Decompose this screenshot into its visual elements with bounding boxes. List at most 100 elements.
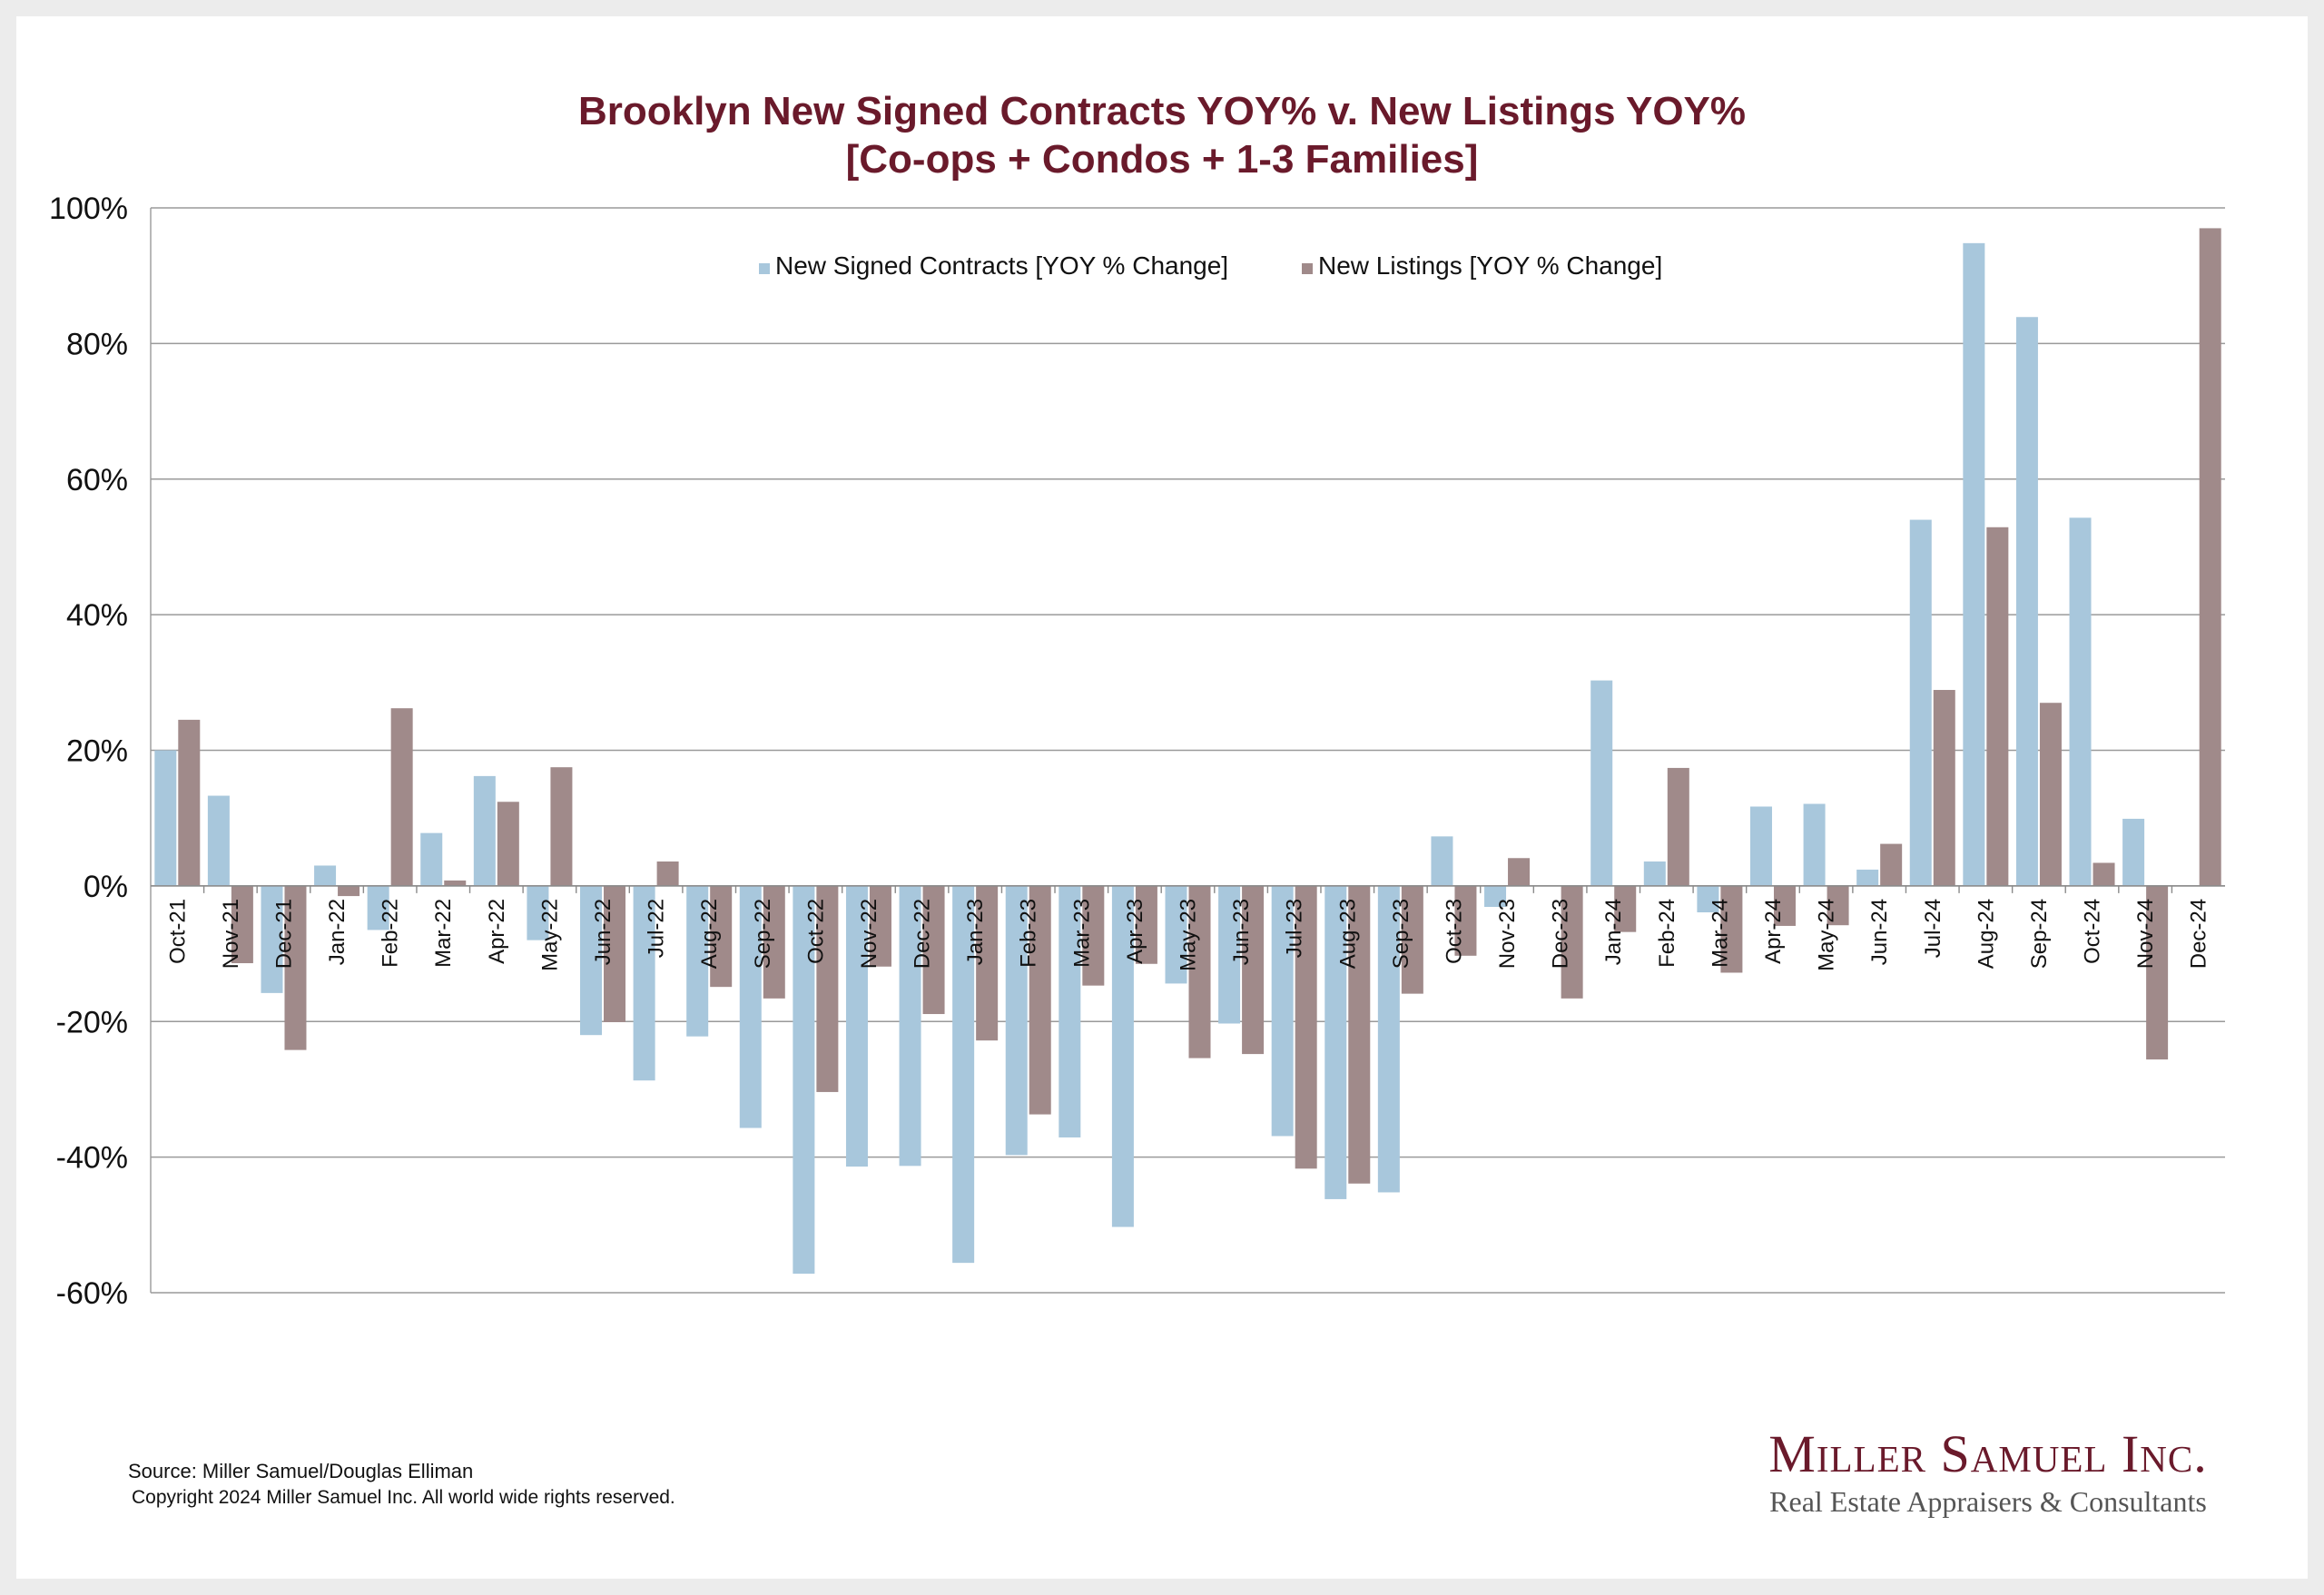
x-tick-label: Jul-23 [1283,899,1307,958]
contracts-bar [1697,885,1719,913]
contracts-bar [473,775,496,886]
x-tick-label: Mar-23 [1069,899,1094,968]
chart-title: Brooklyn New Signed Contracts YOY% v. Ne… [0,87,2324,183]
x-tick-label: Nov-23 [1495,899,1520,969]
y-tick-label: -40% [56,1141,128,1176]
contracts-bar [1803,803,1826,886]
chart-title-line-1: Brooklyn New Signed Contracts YOY% v. Ne… [577,89,1747,133]
listings-bar [178,719,201,886]
listings-bar [1986,527,2009,886]
copyright-note: Copyright 2024 Miller Samuel Inc. All wo… [132,1487,675,1508]
y-tick-label: 40% [66,598,128,633]
x-tick-label: Feb-23 [1017,899,1041,968]
listings-bar [1508,858,1531,886]
x-tick-label: Oct-21 [165,899,190,964]
listings-bar [1082,885,1105,986]
contracts-bar [1590,680,1613,886]
listings-bar [1454,885,1477,956]
x-tick-label: Oct-22 [803,899,828,964]
contracts-bar [367,885,389,930]
x-tick-label: Aug-24 [1974,899,1998,969]
x-tick-label: Jan-23 [963,899,988,965]
source-note: Source: Miller Samuel/Douglas Elliman [128,1460,474,1482]
listings-bar [869,885,891,967]
x-tick-label: Nov-22 [857,899,881,969]
contracts-bar [633,885,655,1081]
contracts-bar [1111,885,1134,1227]
x-tick-label: Oct-24 [2081,899,2105,964]
contracts-bar [1324,885,1347,1199]
listings-bar [1029,885,1051,1115]
y-tick-label: 100% [49,192,128,226]
contracts-bar [1165,885,1187,984]
y-tick-label: -20% [56,1005,128,1039]
x-tick-label: Sep-24 [2027,899,2052,969]
listings-bar [1348,885,1371,1184]
listings-bar [1720,885,1743,973]
legend-label-contracts: New Signed Contracts [YOY % Change] [775,251,1228,280]
contracts-bar [2015,317,2038,886]
listings-bar [1401,885,1423,994]
x-tick-label: Apr-23 [1123,899,1147,964]
x-tick-label: Aug-22 [697,899,722,969]
contracts-bar [207,795,230,886]
legend-label-listings: New Listings [YOY % Change] [1318,251,1662,280]
contracts-bar [1059,885,1081,1137]
chart-title-line-2: [Co-ops + Condos + 1-3 Families] [845,137,1479,182]
listings-bar [2146,885,2169,1060]
listings-bar [710,885,733,988]
contracts-bar [1005,885,1028,1156]
contracts-bar [1643,861,1666,886]
x-tick-label: May-22 [537,899,562,971]
x-tick-label: Mar-24 [1708,899,1732,968]
legend-swatch-listings [1302,263,1313,274]
y-tick-label: 0% [84,870,128,904]
contracts-bar [1484,885,1507,908]
listings-bar [604,885,626,1022]
contracts-bar [686,885,709,1037]
logo-name: Miller Samuel Inc. [1768,1424,2208,1483]
contracts-bar [2069,517,2092,886]
listings-bar [1933,690,1955,886]
x-tick-label: Nov-21 [219,899,243,969]
x-tick-label: Jul-24 [1921,899,1945,958]
contracts-bar [1909,519,1932,886]
x-tick-label: Dec-24 [2187,899,2211,969]
x-tick-label: Aug-23 [1335,899,1360,969]
listings-bar [656,861,679,886]
contracts-bar [1271,885,1294,1137]
x-tick-label: Feb-24 [1655,899,1679,968]
listings-bar [763,885,785,999]
listings-bar [922,885,945,1015]
x-tick-label: Dec-22 [911,899,935,969]
company-logo: Miller Samuel Inc. Real Estate Appraiser… [1734,1425,2242,1520]
listings-bar [1614,885,1637,932]
contracts-bar [527,885,549,940]
listings-bar [1773,885,1796,926]
listings-bar [1827,885,1849,926]
contracts-bar [952,885,975,1264]
x-tick-label: Jan-22 [325,899,350,965]
contracts-bar [580,885,603,1036]
listings-bar [1561,885,1583,999]
x-tick-label: Nov-24 [2133,899,2158,969]
contracts-bar [1431,836,1453,886]
listings-bar [444,880,467,886]
x-tick-label: Jun-23 [1229,899,1254,965]
contracts-bar [899,885,921,1167]
listings-bar [497,802,519,886]
x-tick-label: Jul-22 [645,899,669,958]
contracts-bar [2122,818,2145,886]
contracts-bar [739,885,762,1128]
logo-tagline: Real Estate Appraisers & Consultants [1769,1485,2207,1518]
y-tick-label: 80% [66,327,128,361]
listings-bar [284,885,307,1050]
listings-bar [1242,885,1265,1055]
contracts-bar [793,885,815,1275]
contracts-bar [1377,885,1400,1193]
x-tick-label: Oct-23 [1442,899,1466,964]
listings-bar [338,885,360,897]
contracts-bar [261,885,283,993]
x-tick-label: Apr-22 [485,899,509,964]
y-tick-label: -60% [56,1276,128,1311]
